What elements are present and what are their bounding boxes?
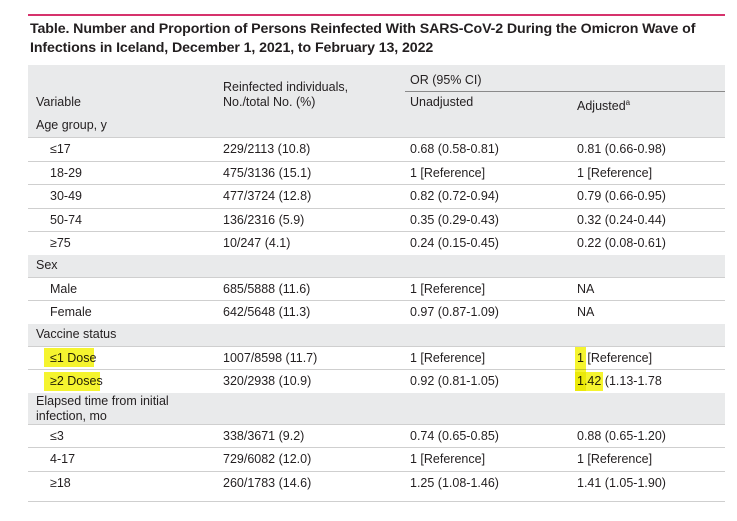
header-reinfected: Reinfected individuals, No./total No. (%…: [223, 80, 349, 109]
cell-unadjusted: 1 [Reference]: [410, 452, 486, 466]
cell-reinfected: 1007/8598 (11.7): [223, 350, 318, 365]
table-row: 50-74 136/2316 (5.9) 0.35 (0.29-0.43) 0.32 …: [28, 207, 725, 232]
table-row: ≥75 10/247 (4.1) 0.24 (0.15-0.45) 0.22 (0.0…: [28, 231, 725, 255]
cell-reinfected: 229/2113 (10.8): [223, 142, 311, 156]
cell-adjusted: 0.32 (0.24-0.44): [577, 212, 666, 227]
cell-unadjusted: 0.24 (0.15-0.45): [410, 236, 499, 250]
cell-variable: ≥18: [50, 475, 71, 490]
section-header: Vaccine status: [28, 323, 725, 346]
cell-unadjusted: 1 [Reference]: [410, 350, 486, 365]
table-title: Table. Number and Proportion of Persons …: [30, 21, 696, 56]
cell-adjusted: 0.81 (0.66-0.98): [577, 142, 666, 156]
cell-reinfected: 477/3724 (12.8): [223, 189, 312, 203]
section-label: Sex: [36, 257, 58, 272]
cell-variable: ≤3: [50, 428, 64, 443]
header-variable: Variable: [36, 95, 81, 109]
bottom-rule: [28, 501, 725, 502]
cell-reinfected: 260/1783 (14.6): [223, 475, 312, 490]
section-label: Vaccine status: [36, 326, 117, 341]
cell-reinfected: 685/5888 (11.6): [223, 281, 311, 296]
cell-variable: ≤17: [50, 142, 71, 156]
cell-unadjusted: 1 [Reference]: [410, 165, 486, 180]
table-header: [28, 65, 725, 115]
highlight-dose-1: [44, 348, 94, 367]
cell-reinfected: 475/3136 (15.1): [223, 165, 312, 180]
table-row: 30-49 477/3724 (12.8) 0.82 (0.72-0.94) 0.79…: [28, 184, 725, 208]
section-header: Age group, y: [28, 115, 725, 137]
cell-adjusted: 1 [Reference]: [577, 350, 653, 365]
cell-reinfected: 136/2316 (5.9): [223, 212, 305, 227]
section-label: Age group, y: [36, 118, 107, 132]
cell-variable: Female: [50, 305, 92, 319]
cell-reinfected: 729/6082 (12.0): [223, 452, 312, 466]
cell-adjusted: 0.22 (0.08-0.61): [577, 236, 666, 250]
cell-unadjusted: 0.35 (0.29-0.43): [410, 212, 499, 227]
cell-adjusted: 0.79 (0.66-0.95): [577, 189, 666, 203]
cell-unadjusted: 0.82 (0.72-0.94): [410, 189, 499, 203]
cell-unadjusted: 0.68 (0.58-0.81): [410, 142, 499, 156]
cell-adjusted: NA: [577, 305, 595, 319]
cell-unadjusted: 0.74 (0.65-0.85): [410, 428, 499, 443]
cell-reinfected: 10/247 (4.1): [223, 236, 291, 250]
cell-adjusted: 0.88 (0.65-1.20): [577, 428, 666, 443]
cell-variable: 30-49: [50, 189, 82, 203]
cell-variable: Male: [50, 281, 78, 296]
section-header: Elapsed time from initial infection, mo: [28, 392, 725, 424]
section-header: Sex: [28, 254, 725, 277]
highlight-dose-2: [44, 372, 100, 391]
header-unadjusted: Unadjusted: [410, 95, 474, 109]
header-adjusted: Adjusteda: [577, 98, 631, 114]
table-row: Male 685/5888 (11.6) 1 [Reference] NA: [28, 276, 725, 301]
cell-unadjusted: 1.25 (1.08-1.46): [410, 475, 499, 490]
highlight-adjusted-1: [575, 347, 586, 391]
cell-adjusted: 1 [Reference]: [577, 165, 653, 180]
cell-adjusted: 1 [Reference]: [577, 452, 653, 466]
cell-variable: ≥75: [50, 236, 71, 250]
cell-adjusted: 1.41 (1.05-1.90): [577, 475, 666, 490]
table-row: ≥18 260/1783 (14.6) 1.25 (1.08-1.46) 1.41 (…: [28, 470, 725, 495]
cell-variable: 50-74: [50, 212, 82, 227]
table-row: ≥2 Doses320/2938 (10.9)0.92 (0.81-1.05)1…: [28, 369, 725, 393]
cell-reinfected: 320/2938 (10.9): [223, 374, 312, 388]
table-row: Female 642/5648 (11.3) 0.97 (0.87-1.09) NA: [28, 300, 725, 324]
top-rule: [28, 14, 725, 16]
cell-reinfected: 338/3671 (9.2): [223, 428, 305, 443]
cell-adjusted: NA: [577, 281, 595, 296]
header-or-group: OR (95% CI): [410, 73, 482, 87]
cell-variable: 18-29: [50, 165, 82, 180]
table-row: 18-29 475/3136 (15.1) 1 [Reference] 1 [Refe…: [28, 160, 725, 185]
header-or-rule: [405, 91, 725, 92]
table-row: ≤17 229/2113 (10.8) 0.68 (0.58-0.81) 0.81 (…: [28, 137, 725, 161]
table-row: 4-17 729/6082 (12.0) 1 [Reference] 1 [Refer…: [28, 447, 725, 471]
table-row: ≤1 Dose1007/8598 (11.7)1 [Reference]1 [R…: [28, 345, 725, 370]
section-label: Elapsed time from initial infection, mo: [36, 393, 169, 423]
cell-variable: 4-17: [50, 452, 76, 466]
cell-reinfected: 642/5648 (11.3): [223, 305, 311, 319]
highlight-adjusted-2: [575, 372, 603, 391]
cell-unadjusted: 1 [Reference]: [410, 281, 486, 296]
cell-unadjusted: 0.92 (0.81-1.05): [410, 374, 499, 388]
table-row: ≤3 338/3671 (9.2) 0.74 (0.65-0.85) 0.88 (0.…: [28, 423, 725, 448]
cell-unadjusted: 0.97 (0.87-1.09): [410, 305, 499, 319]
